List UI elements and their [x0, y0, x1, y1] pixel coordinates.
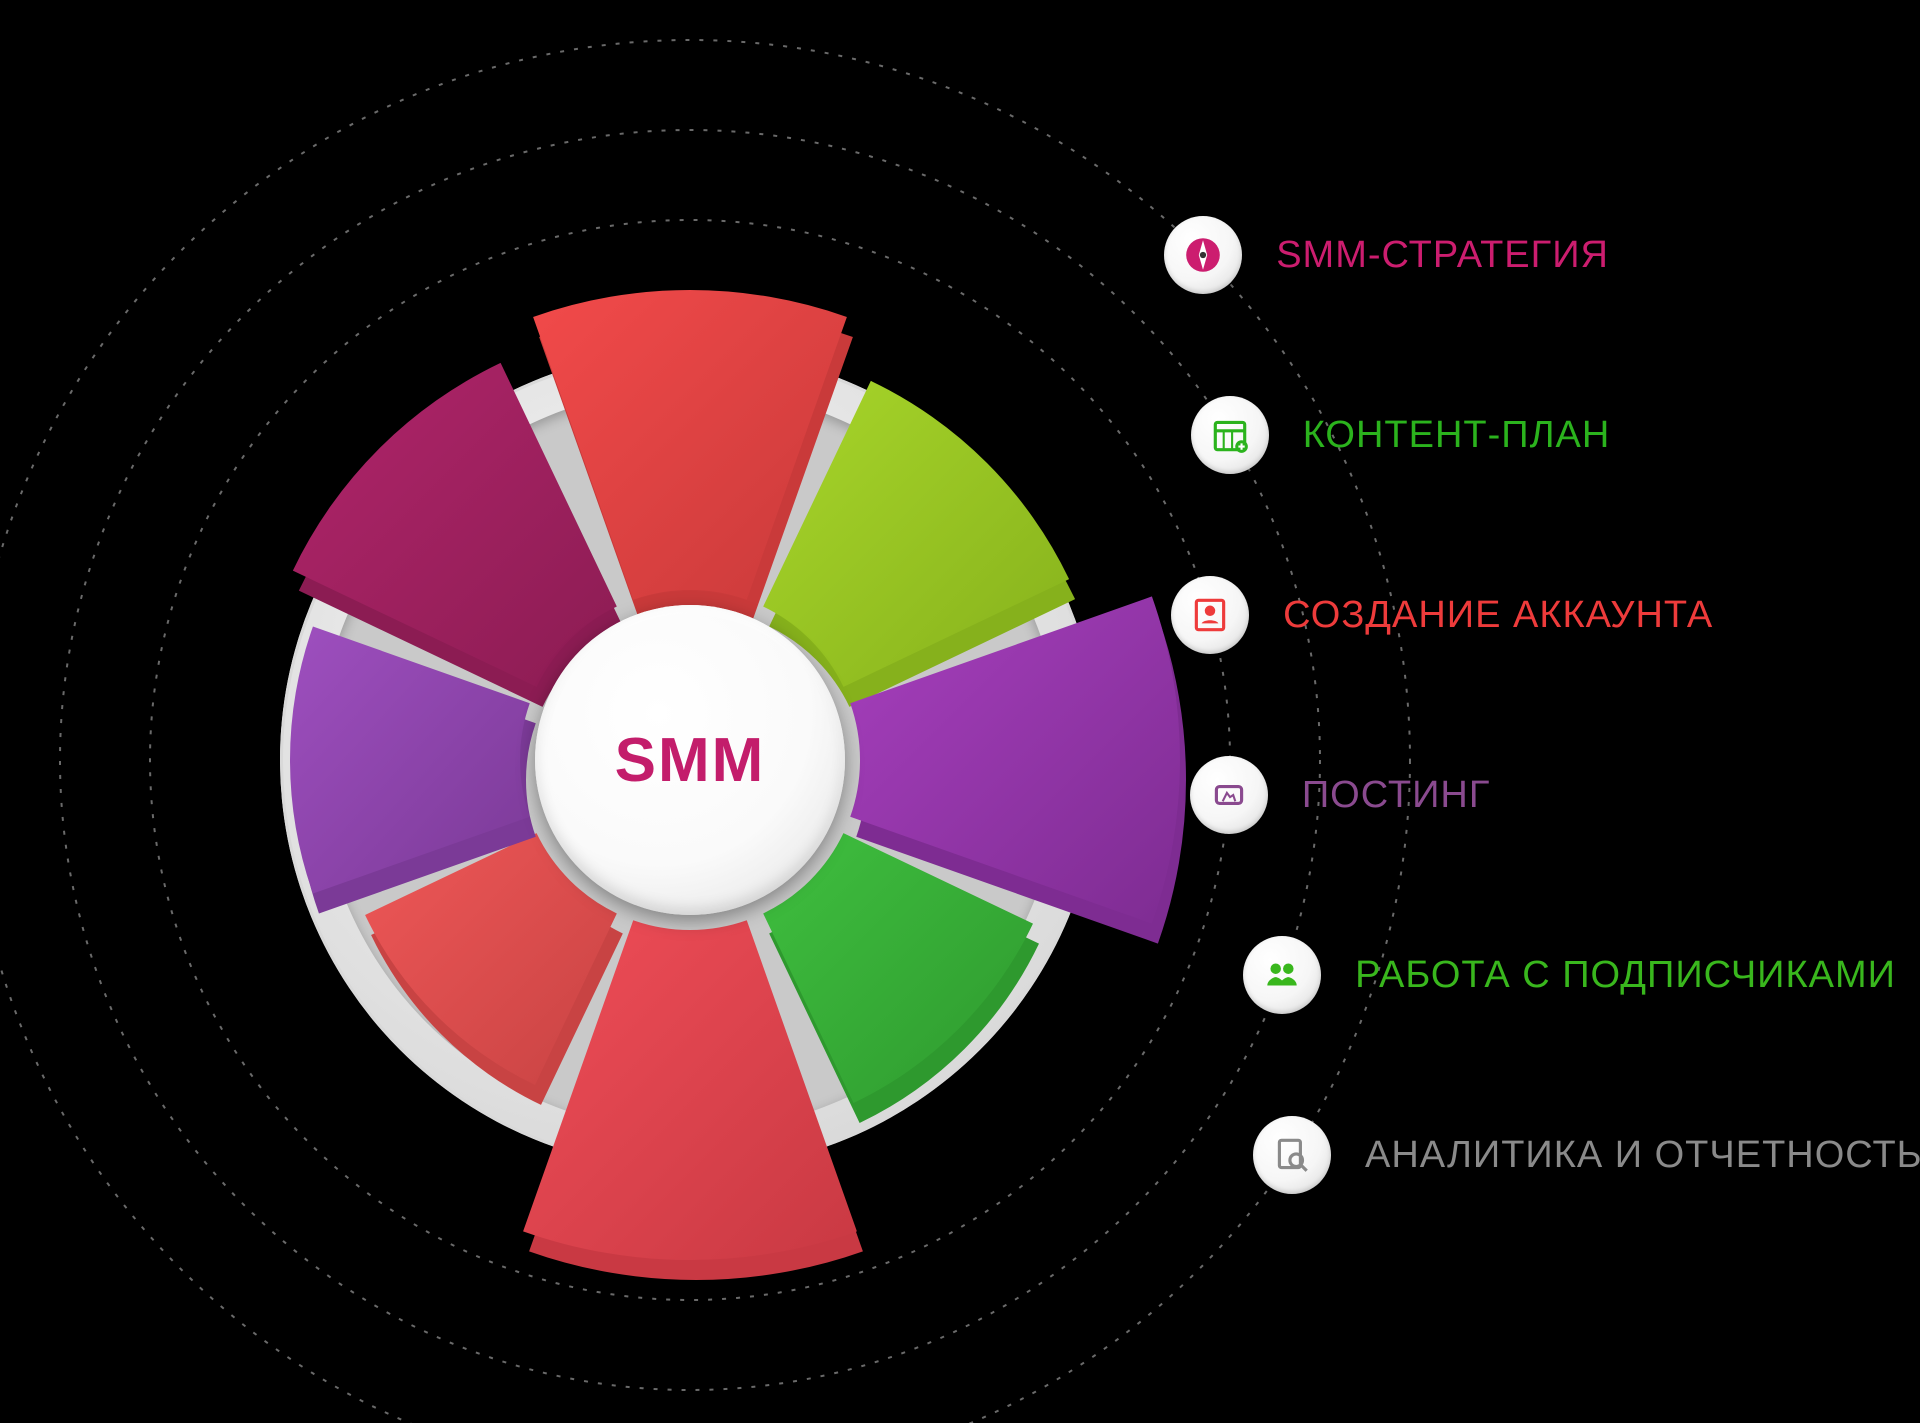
legend-item-1: КОНТЕНТ-ПЛАН — [1191, 396, 1611, 474]
smm-infographic: SMM SMM-СТРАТЕГИЯ КОНТЕНТ-ПЛАН СОЗДАНИЕ АКК… — [0, 0, 1920, 1423]
wheel-blades — [0, 0, 1920, 1423]
phone-icon — [1190, 756, 1268, 834]
legend-label-2: СОЗДАНИЕ АККАУНТА — [1283, 594, 1713, 637]
people-icon — [1243, 936, 1321, 1014]
legend-label-3: ПОСТИНГ — [1302, 774, 1491, 817]
legend-item-5: АНАЛИТИКА И ОТЧЕТНОСТЬ — [1253, 1116, 1920, 1194]
legend-label-5: АНАЛИТИКА И ОТЧЕТНОСТЬ — [1365, 1134, 1920, 1177]
legend-item-2: СОЗДАНИЕ АККАУНТА — [1171, 576, 1713, 654]
calendar-icon — [1191, 396, 1269, 474]
compass-icon — [1164, 216, 1242, 294]
legend-label-4: РАБОТА С ПОДПИСЧИКАМИ — [1355, 954, 1896, 997]
legend-item-0: SMM-СТРАТЕГИЯ — [1164, 216, 1609, 294]
legend-label-0: SMM-СТРАТЕГИЯ — [1276, 234, 1609, 277]
wheel-hub: SMM — [535, 605, 845, 915]
account-icon — [1171, 576, 1249, 654]
magnifier-icon — [1253, 1116, 1331, 1194]
hub-text: SMM — [615, 725, 766, 796]
legend-label-1: КОНТЕНТ-ПЛАН — [1303, 414, 1611, 457]
legend-item-4: РАБОТА С ПОДПИСЧИКАМИ — [1243, 936, 1896, 1014]
legend-item-3: ПОСТИНГ — [1190, 756, 1491, 834]
